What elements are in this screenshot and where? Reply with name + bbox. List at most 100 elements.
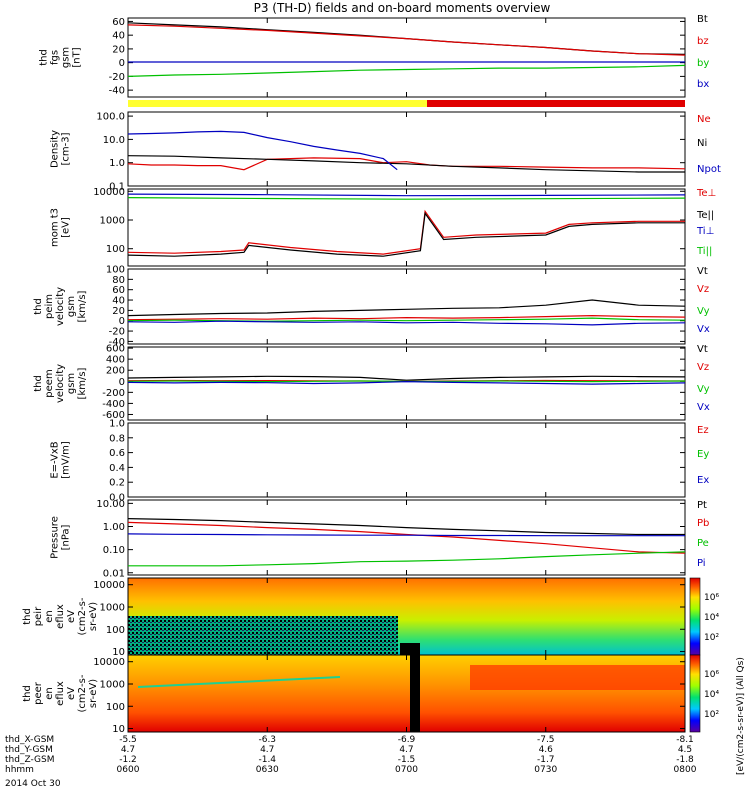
y-axis-label-line: fgs bbox=[50, 50, 61, 65]
legend-entry: Ti⊥ bbox=[696, 226, 714, 237]
y-tick-label: 60 bbox=[112, 285, 125, 296]
y-tick-label: 200 bbox=[106, 366, 125, 377]
series-line-Te⊥ bbox=[127, 209, 685, 255]
y-axis-label-line: thd bbox=[33, 375, 44, 392]
y-tick-label: 0.6 bbox=[109, 448, 125, 459]
series-line-Pi bbox=[127, 533, 685, 537]
y-tick-label: 20 bbox=[112, 306, 125, 317]
legend-entry: Npot bbox=[697, 164, 721, 175]
legend-entry: Pe bbox=[697, 538, 709, 549]
legend-entry: Te|| bbox=[696, 210, 714, 221]
series-line-Ni bbox=[127, 155, 685, 173]
y-axis-label: thdpeirenefluxeV(cm2-s-sr-eV) bbox=[22, 597, 99, 635]
legend-entry: Ne bbox=[697, 114, 711, 125]
ephemeris-value: 4.6 bbox=[539, 745, 554, 755]
ephemeris-row-label: thd_Y-GSM bbox=[5, 745, 53, 755]
y-tick-label: 600 bbox=[106, 344, 125, 355]
legend-entry: Vt bbox=[697, 344, 708, 355]
y-tick-label: 1.0 bbox=[109, 419, 125, 430]
y-tick-label: 0.1 bbox=[109, 182, 125, 193]
y-tick-label: 20 bbox=[112, 44, 125, 55]
ephemeris-value: -1.2 bbox=[119, 755, 137, 765]
y-axis-label-line: velocity bbox=[55, 364, 66, 403]
ephemeris-value: -1.5 bbox=[398, 755, 416, 765]
ephemeris-value: -6.9 bbox=[398, 735, 416, 745]
y-axis-label-line: gsm bbox=[66, 373, 77, 394]
series-line-Vt bbox=[127, 375, 686, 381]
region-bar bbox=[128, 100, 685, 107]
y-axis-label-line: thd bbox=[22, 685, 33, 702]
series-line-Npot bbox=[127, 130, 398, 171]
y-axis-label-line: E=-VxB bbox=[50, 441, 61, 478]
series-line-Vt bbox=[127, 299, 686, 317]
panel-fgs: 60 40 20 0 -20 -40 thdfgsgsm[nT] bbox=[39, 17, 686, 98]
spectrogram-gap bbox=[410, 655, 420, 732]
y-axis-label: thdpeemvelocitygsm[km/s] bbox=[33, 364, 88, 403]
y-tick-label: 10.0 bbox=[103, 135, 125, 146]
ephemeris-value: -1.8 bbox=[676, 755, 694, 765]
y-tick-label: 1000 bbox=[100, 215, 125, 226]
legend-entry: Te⊥ bbox=[696, 188, 716, 199]
y-axis-label-line: en bbox=[44, 610, 55, 623]
y-tick-label: 1.00 bbox=[103, 522, 125, 533]
y-tick-label: 10000 bbox=[93, 187, 125, 198]
ephemeris-value: 4.7 bbox=[260, 745, 274, 755]
legend-entry: Vz bbox=[697, 284, 709, 295]
y-axis-label-line: peer bbox=[33, 681, 44, 705]
y-tick-label: 0.0 bbox=[109, 493, 125, 504]
ephemeris-value: -6.3 bbox=[258, 735, 276, 745]
y-tick-label: 100 bbox=[106, 625, 125, 636]
series-line-Ti|| bbox=[127, 197, 686, 200]
y-tick-label: 10000 bbox=[93, 657, 125, 668]
y-axis-label-line: [eV] bbox=[61, 217, 72, 238]
ephemeris-row-label: thd_Z-GSM bbox=[5, 755, 54, 765]
y-tick-label: 80 bbox=[112, 275, 125, 286]
series-line-Vz bbox=[127, 314, 686, 321]
y-tick-label: -20 bbox=[109, 72, 125, 83]
panel-peir_spec: 10000 1000 100 10 thdpeirenefluxeV(cm2-s-sr-… bbox=[22, 577, 686, 658]
colorbar-gradient-bottom bbox=[689, 654, 701, 733]
y-tick-label: 60 bbox=[112, 17, 125, 28]
ephemeris-value: 0600 bbox=[117, 765, 140, 775]
y-axis-label-line: (cm2-s- bbox=[77, 597, 88, 635]
y-axis-label: E=-VxB[mV/m] bbox=[50, 441, 72, 479]
y-tick-label: -20 bbox=[109, 327, 125, 338]
y-tick-label: 0.8 bbox=[109, 433, 125, 444]
y-tick-label: 0.10 bbox=[103, 545, 125, 556]
y-tick-label: 10 bbox=[112, 724, 125, 735]
panel-frame bbox=[127, 268, 686, 345]
y-tick-label: 10 bbox=[112, 647, 125, 658]
y-axis-label-line: thd bbox=[22, 608, 33, 625]
legend-entry: Vz bbox=[697, 362, 709, 373]
y-tick-label: 0 bbox=[119, 377, 125, 388]
spectrogram-highflux-region bbox=[470, 665, 685, 690]
y-tick-label: 1000 bbox=[100, 602, 125, 613]
legend-entry: Vy bbox=[697, 384, 710, 395]
legend-entry: by bbox=[697, 58, 709, 69]
ephemeris-row-label: hhmm bbox=[5, 765, 34, 775]
y-axis-label-line: [nT] bbox=[72, 47, 83, 67]
ephemeris-value: 4.7 bbox=[399, 745, 413, 755]
legend-entry: Vx bbox=[697, 324, 710, 335]
ephemeris-value: -5.5 bbox=[119, 735, 137, 745]
y-axis-label-line: peem bbox=[44, 369, 55, 397]
legend-entry: Ex bbox=[697, 475, 709, 486]
legend-entry: Ti|| bbox=[696, 246, 712, 257]
ephemeris-value: 0800 bbox=[674, 765, 697, 775]
y-axis-label: mom t3[eV] bbox=[50, 208, 72, 247]
series-line-Pt bbox=[127, 518, 685, 536]
y-tick-label: 0.4 bbox=[109, 463, 125, 474]
y-axis-label: Density[cm-3] bbox=[50, 130, 72, 168]
ephemeris-value: 0730 bbox=[534, 765, 557, 775]
y-axis-label: thdfgsgsm[nT] bbox=[39, 47, 83, 68]
series-line-Ti⊥ bbox=[127, 193, 686, 197]
y-axis-label-line: [km/s] bbox=[77, 367, 88, 399]
panel-peer_spec: 10000 1000 100 10 thdpeerenefluxeV(cm2-s-sr-… bbox=[22, 654, 686, 735]
y-axis-label-line: peir bbox=[33, 606, 44, 626]
legend-entry: Bt bbox=[697, 14, 708, 25]
panel-pressure: 10.00 1.00 0.10 0.01 Pressure[nPa] bbox=[50, 499, 686, 579]
legend-entry: Vy bbox=[697, 306, 710, 317]
spectrogram-lowflux-region bbox=[128, 616, 398, 655]
